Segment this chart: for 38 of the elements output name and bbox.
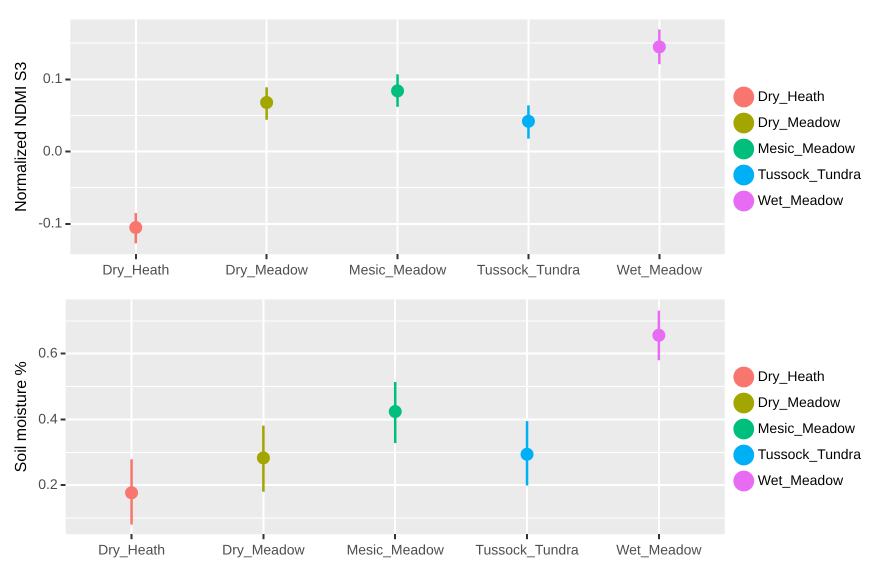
- point: [388, 405, 402, 418]
- y-tick-label: 0.0: [42, 142, 63, 158]
- point: [256, 451, 270, 464]
- point: [125, 486, 138, 500]
- y-tick-label: 0.6: [38, 344, 58, 361]
- x-tick-label: Dry_Meadow: [225, 261, 309, 278]
- y-tick-label: 0.2: [38, 476, 58, 492]
- x-tick-label: Wet_Meadow: [616, 261, 703, 278]
- legend-label: Dry_Meadow: [758, 394, 842, 410]
- legend-label: Mesic_Meadow: [758, 420, 856, 436]
- y-axis-title: Normalized NDMI S3: [13, 62, 30, 212]
- legend-label: Dry_Meadow: [758, 114, 842, 130]
- point: [129, 220, 142, 234]
- y-tick-label: -0.1: [38, 214, 63, 231]
- legend-label: Wet_Meadow: [758, 192, 844, 208]
- x-tick-label: Wet_Meadow: [616, 541, 702, 558]
- x-tick-label: Tussock_Tundra: [476, 261, 580, 278]
- y-tick-label: 0.1: [42, 70, 63, 86]
- point: [652, 328, 666, 342]
- legend-label: Wet_Meadow: [758, 472, 844, 488]
- x-tick-label: Dry_Meadow: [222, 541, 306, 558]
- x-tick-label: Tussock_Tundra: [475, 541, 579, 558]
- legend-label: Tussock_Tundra: [758, 166, 862, 182]
- point: [391, 84, 404, 98]
- legend-label: Dry_Heath: [758, 368, 825, 384]
- point: [520, 448, 534, 461]
- x-tick-label: Dry_Heath: [102, 261, 170, 278]
- x-tick-label: Dry_Heath: [98, 541, 166, 558]
- legend-label: Dry_Heath: [758, 88, 825, 104]
- point: [260, 96, 274, 109]
- legend-label: Mesic_Meadow: [758, 140, 856, 156]
- x-tick-label: Mesic_Meadow: [348, 261, 448, 278]
- legend-label: Tussock_Tundra: [758, 446, 862, 462]
- y-tick-label: 0.4: [38, 410, 58, 426]
- y-axis-title: Soil moisture %: [13, 361, 30, 472]
- point: [652, 40, 666, 54]
- point: [522, 114, 535, 128]
- x-tick-label: Mesic_Meadow: [346, 541, 445, 558]
